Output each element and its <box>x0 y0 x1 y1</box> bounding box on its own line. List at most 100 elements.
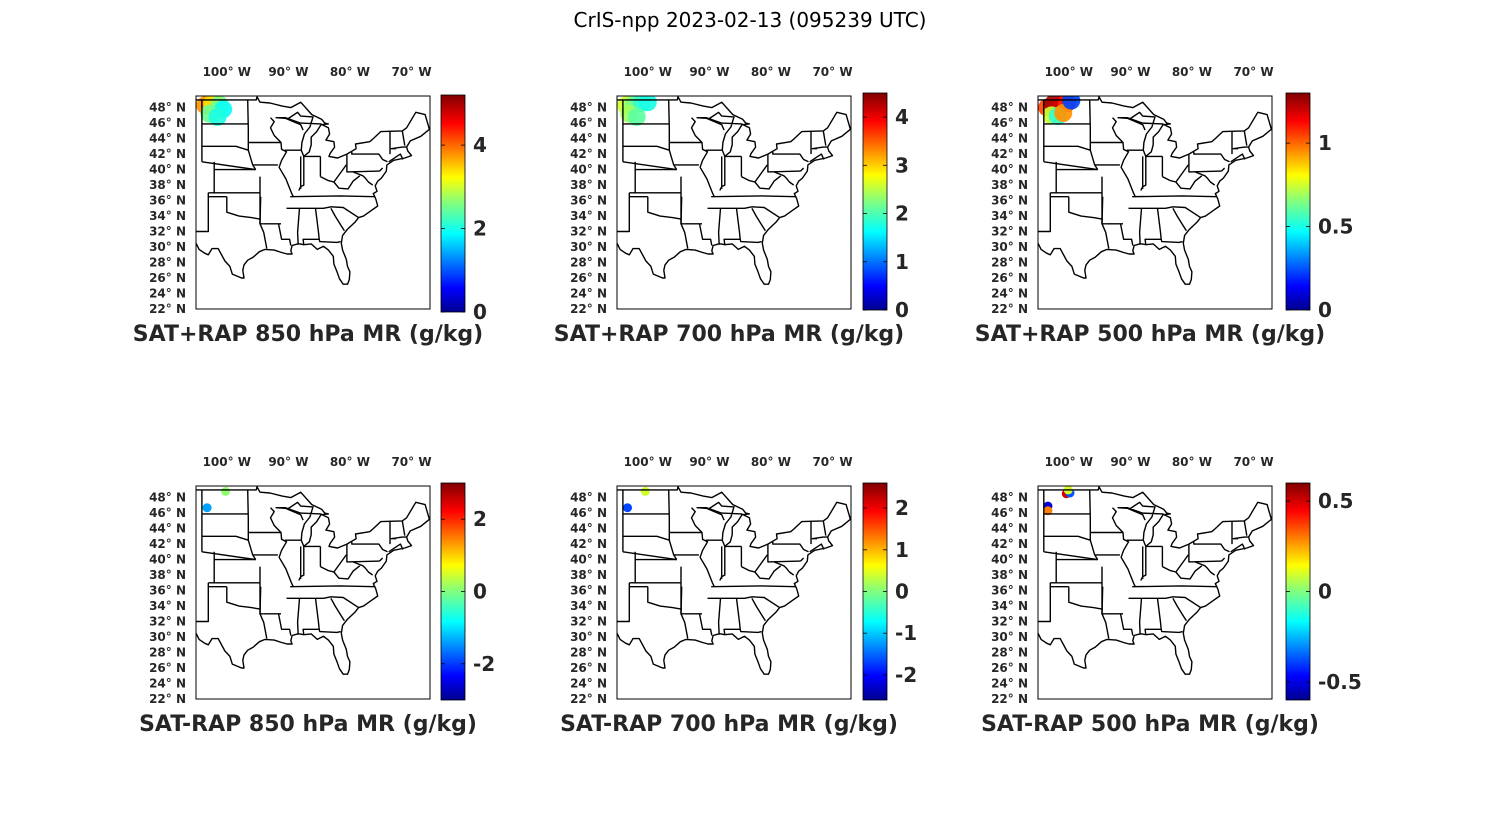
panel-title: SAT-RAP 850 hPa MR (g/kg) <box>139 712 477 737</box>
lon-tick-label: 80° W <box>330 455 370 469</box>
lat-tick-label: 32° N <box>570 615 607 629</box>
lat-tick-label: 32° N <box>149 225 186 239</box>
state-border <box>1138 208 1143 245</box>
state-border <box>706 117 725 131</box>
map-panel-5: 100° W 90° W 80° W 70° W 48° N46° N 44° N42° … <box>560 455 917 737</box>
lon-tick-label: 70° W <box>391 455 431 469</box>
lat-tick-label: 26° N <box>149 661 186 675</box>
panel-title: SAT+RAP 500 hPa MR (g/kg) <box>975 322 1325 347</box>
colorbar-tick-label: 1 <box>895 538 909 562</box>
lat-tick-label: 32° N <box>570 225 607 239</box>
colorbar-tick-label: 1 <box>1318 131 1332 155</box>
lon-tick-label: 80° W <box>1172 65 1212 79</box>
lat-tick-label: 24° N <box>570 677 607 691</box>
state-border <box>352 561 374 576</box>
state-border <box>351 541 388 553</box>
lat-tick-label: 34° N <box>991 599 1028 613</box>
state-border <box>617 582 630 623</box>
data-point <box>623 503 632 513</box>
state-border <box>1193 541 1230 553</box>
lon-tick-label: 90° W <box>268 455 308 469</box>
lat-tick-label: 30° N <box>149 630 186 644</box>
state-border <box>1232 146 1249 150</box>
lat-tick-label: 24° N <box>991 287 1028 301</box>
state-border <box>706 507 725 521</box>
state-border <box>622 551 677 561</box>
colorbar <box>1285 92 1311 311</box>
lat-tick-label: 30° N <box>570 240 607 254</box>
lat-tick-label: 26° N <box>991 271 1028 285</box>
state-border <box>1111 507 1136 588</box>
state-border <box>1194 171 1216 186</box>
map-content <box>617 96 851 285</box>
lat-tick-label: 28° N <box>570 256 607 270</box>
lon-tick-label: 80° W <box>751 455 791 469</box>
state-border <box>668 489 678 560</box>
state-border <box>388 543 404 553</box>
state-border <box>1068 586 1103 610</box>
colorbar-tick-label: 2 <box>895 202 909 226</box>
state-border <box>1128 206 1201 219</box>
state-border <box>741 554 768 573</box>
state-border <box>717 598 722 635</box>
state-border <box>259 586 264 615</box>
lat-tick-label: 40° N <box>991 553 1028 567</box>
state-border <box>247 99 257 170</box>
lat-tick-label: 48° N <box>149 491 186 505</box>
state-border <box>1175 565 1203 580</box>
panel-title: SAT+RAP 700 hPa MR (g/kg) <box>554 322 904 347</box>
map-content <box>617 486 851 675</box>
lat-tick-label: 42° N <box>991 147 1028 161</box>
lat-tick-label: 42° N <box>149 147 186 161</box>
state-border <box>1043 535 1091 541</box>
lat-tick-label: 34° N <box>570 209 607 223</box>
lat-tick-label: 22° N <box>149 302 186 316</box>
state-border <box>196 192 210 233</box>
state-border <box>1162 164 1189 183</box>
colorbar-tick-label: -0.5 <box>1318 670 1362 694</box>
coastline <box>1038 486 1272 675</box>
lat-tick-label: 22° N <box>991 692 1028 706</box>
state-border <box>754 565 782 580</box>
state-border <box>811 536 828 540</box>
colorbar-tick-label: 0 <box>895 298 909 322</box>
map-panel-2: 100° W 90° W 80° W 70° W 48° N46° N 44° N42° … <box>554 65 909 347</box>
state-border <box>1089 99 1099 170</box>
state-border <box>773 561 795 576</box>
lat-tick-label: 40° N <box>570 553 607 567</box>
lat-tick-label: 46° N <box>149 506 186 520</box>
state-border <box>390 146 407 150</box>
state-border <box>647 196 682 220</box>
state-border <box>690 507 715 588</box>
map-background <box>617 486 851 699</box>
lat-tick-label: 26° N <box>149 271 186 285</box>
lat-tick-label: 38° N <box>149 568 186 582</box>
state-border <box>800 557 805 562</box>
state-border <box>390 536 407 540</box>
lat-tick-label: 44° N <box>991 132 1028 146</box>
state-border <box>1111 117 1136 198</box>
lat-tick-label: 44° N <box>149 522 186 536</box>
state-border <box>277 223 292 246</box>
state-border <box>259 196 264 225</box>
lat-tick-label: 48° N <box>991 491 1028 505</box>
map-panel-1: 100° W 90° W 80° W 70° W 48° N46° N 44° N42° … <box>133 65 487 347</box>
lon-tick-label: 80° W <box>330 65 370 79</box>
colorbar-tick-label: 0 <box>473 300 487 324</box>
lat-tick-label: 42° N <box>149 537 186 551</box>
lon-tick-label: 90° W <box>689 455 729 469</box>
map-background <box>617 96 851 309</box>
state-border <box>772 541 809 553</box>
coastline <box>617 486 851 675</box>
state-border <box>711 195 797 198</box>
state-border <box>1160 239 1183 244</box>
map-background <box>1038 96 1272 309</box>
state-border <box>1232 536 1249 540</box>
lat-tick-label: 34° N <box>149 599 186 613</box>
lat-tick-label: 46° N <box>570 116 607 130</box>
map-background <box>196 96 430 309</box>
map-frame <box>195 95 431 310</box>
state-border <box>1132 195 1218 198</box>
state-border <box>1172 597 1187 622</box>
lat-tick-label: 36° N <box>149 194 186 208</box>
